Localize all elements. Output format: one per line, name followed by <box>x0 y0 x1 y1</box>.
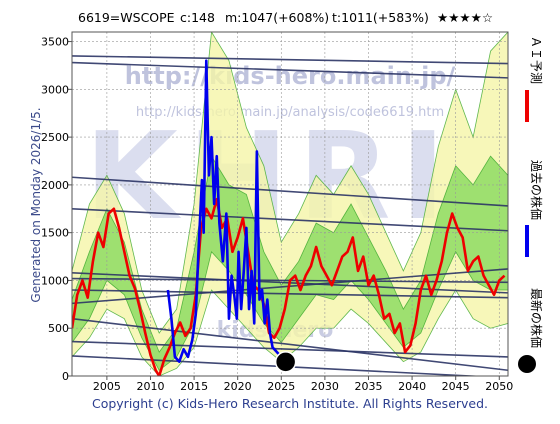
plot-frame <box>71 31 509 377</box>
x-tick-label-2035: 2035 <box>354 380 382 393</box>
trend-line-2 <box>72 61 508 79</box>
series-layer <box>72 59 506 376</box>
y-tick-label-2000: 2000 <box>41 179 69 192</box>
legend-past-price-label: 過去の株価 <box>529 160 544 220</box>
axis-layer: 2005 2010 2015 2020 2025 2030 2035 2040 2045 2050… <box>41 36 513 393</box>
trend-line-3 <box>72 176 508 207</box>
ai-forecast-line <box>72 197 506 376</box>
header-current: c:148 <box>180 10 215 25</box>
past-price-line <box>166 59 284 363</box>
trend-line-1 <box>72 55 508 65</box>
x-tick-label-2025: 2025 <box>267 380 295 393</box>
y-tick-label-500: 500 <box>48 322 69 335</box>
x-tick-label-2010: 2010 <box>136 380 164 393</box>
forecast-band-middle <box>72 156 508 371</box>
header-top: t:1011(+583%) <box>332 10 429 25</box>
copyright-text: Copyright (c) Kids-Hero Research Institu… <box>92 396 488 411</box>
x-tick-label-2050: 2050 <box>485 380 513 393</box>
y-tick-label-1500: 1500 <box>41 227 69 240</box>
legend: ＡＩ予測 過去の株価 最新の株価 <box>518 36 544 373</box>
legend-ai-forecast-label: ＡＩ予測 <box>529 36 543 84</box>
y-tick-label-3500: 3500 <box>41 36 69 49</box>
y-tick-label-1000: 1000 <box>41 274 69 287</box>
latest-price-marker <box>274 351 297 373</box>
forecast-band-inner <box>72 156 508 371</box>
y-tick-label-3000: 3000 <box>41 83 69 96</box>
forecast-band-outer <box>72 32 508 376</box>
y-tick-label-0: 0 <box>62 370 69 383</box>
watermark-url-analysis: http://kids-hero.main.jp/analysis/code66… <box>136 105 444 120</box>
generated-date-text: Generated on Monday 2026/1/5. <box>29 107 43 302</box>
x-tick-label-2015: 2015 <box>180 380 208 393</box>
forecast-band-layer <box>72 32 508 376</box>
header-mid: m:1047(+608%) <box>225 10 329 25</box>
x-tick-label-2045: 2045 <box>442 380 470 393</box>
trend-line-7 <box>72 289 508 299</box>
x-tick-label-2040: 2040 <box>398 380 426 393</box>
band-contour-band_inner_upper <box>72 155 508 353</box>
header-code: 6619=WSCOPE <box>78 10 175 25</box>
legend-latest-price-marker <box>518 355 536 373</box>
trend-line-10 <box>72 340 508 358</box>
trend-line-4 <box>72 207 508 232</box>
header-stars: ★★★★☆ <box>437 10 493 25</box>
y-tick-label-2500: 2500 <box>41 131 69 144</box>
x-tick-label-2005: 2005 <box>93 380 121 393</box>
chart-header: 6619=WSCOPE c:148 m:1047(+608%) t:1011(+… <box>78 10 493 25</box>
x-tick-label-2030: 2030 <box>311 380 339 393</box>
legend-latest-price-label: 最新の株価 <box>529 288 544 348</box>
x-tick-label-2020: 2020 <box>224 380 252 393</box>
